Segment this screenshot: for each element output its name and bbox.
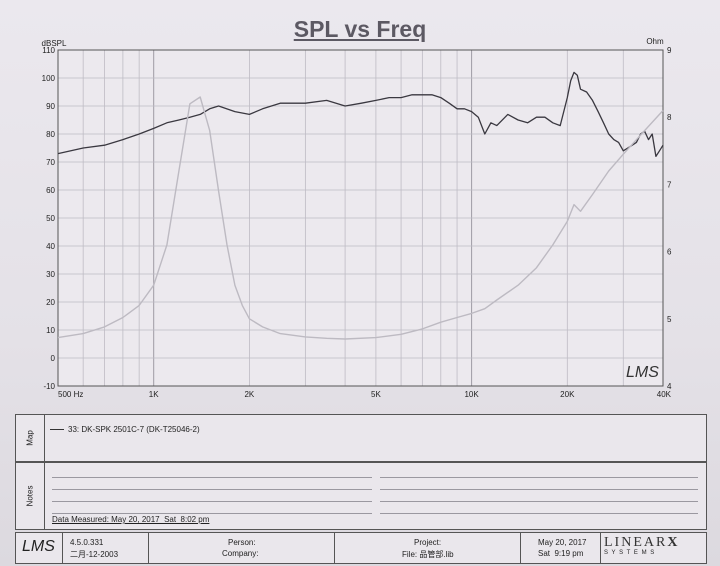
footer-date: May 20, 2017 [538,538,587,547]
spl-curve [57,71,664,158]
notes-line [380,489,698,490]
y-right-tick-label: 4 [667,382,672,391]
impedance-curve [57,96,664,340]
legend-line-swatch [50,429,64,430]
y-right-tick-label: 7 [667,180,672,189]
notes-line [52,501,372,502]
y-left-tick-label: 0 [51,354,56,363]
chart-title: SPL vs Freq [293,16,427,42]
footer-version-cell: 4.5.0.331 二月-12-2003 [62,533,149,563]
brand-x: X [667,535,680,550]
notes-panel: Notes Data Measured: May 20, 2017 Sat 8:… [15,462,707,530]
notes-line [52,489,372,490]
y-left-tick-label: -10 [43,382,55,391]
data-measured-text: Data Measured: May 20, 2017 Sat 8:02 pm [52,515,210,524]
y-left-tick-label: 60 [46,186,55,195]
y-left-tick-label: 30 [46,270,55,279]
x-tick-label: 2K [244,390,254,399]
y-left-tick-label: 50 [46,214,55,223]
y-left-tick-label: 110 [42,46,55,55]
notes-line [52,513,372,514]
footer-logo-cell: LMS [16,533,63,563]
chart-curves [57,71,664,340]
version-date: 二月-12-2003 [70,550,119,559]
map-tab: Map [16,415,45,461]
x-tick-label: 20K [560,390,575,399]
plot-frame [57,49,664,387]
project-label: Project: [414,538,442,547]
footer-date-cell: May 20, 2017 Sat 9:19 pm [520,533,601,563]
footer-panel: LMS 4.5.0.331 二月-12-2003 Person: Company… [15,532,707,564]
map-panel: Map 33: DK-SPK 2501C-7 (DK-T25046-2) [15,414,707,462]
y-right-unit-label: Ohm [646,37,664,46]
y-left-tick-label: 10 [46,326,55,335]
x-tick-label: 40K [657,390,672,399]
x-tick-label: 5K [371,390,381,399]
brand-subtitle: S Y S T E M S [604,550,656,556]
notes-line [52,477,372,478]
y-left-tick-label: 70 [46,158,55,167]
notes-line [380,501,698,502]
chart-grid [57,49,664,387]
y-right-tick-label: 5 [667,315,672,324]
x-tick-label: 1K [149,390,159,399]
legend-entry-label: 33: DK-SPK 2501C-7 (DK-T25046-2) [68,425,200,434]
y-left-tick-label: 100 [42,74,56,83]
y-right-tick-label: 6 [667,248,672,257]
y-left-tick-label: 90 [46,102,55,111]
linearx-logo: LINEARX S Y S T E M S [604,535,704,556]
software-version: 4.5.0.331 [70,538,104,547]
footer-person-cell: Person: Company: [148,533,335,563]
y-left-tick-label: 20 [46,298,55,307]
brand-name: LINEAR [604,535,668,550]
notes-line [380,477,698,478]
notes-line [380,513,698,514]
lms-watermark: LMS [626,364,659,381]
file-label: File: 品管部.lib [402,550,454,559]
y-left-tick-label: 80 [46,130,55,139]
lms-logo: LMS [22,538,55,555]
footer-time: Sat 9:19 pm [538,549,584,558]
map-legend-entry: 33: DK-SPK 2501C-7 (DK-T25046-2) [50,425,200,434]
x-tick-label: 10K [464,390,479,399]
y-left-tick-label: 40 [46,242,55,251]
person-label: Person: [228,538,256,547]
company-label: Company: [222,549,259,558]
notes-tab: Notes [16,463,45,529]
y-right-tick-label: 9 [667,46,672,55]
x-tick-label: 500 Hz [58,390,83,399]
y-left-unit-label: dBSPL [42,39,67,48]
footer-project-cell: Project: File: 品管部.lib [334,533,521,563]
y-right-tick-label: 8 [667,113,672,122]
